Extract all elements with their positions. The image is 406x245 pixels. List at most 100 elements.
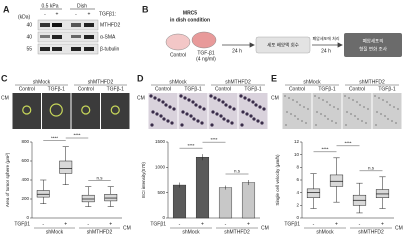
group: Control [170,52,186,58]
protein: α-SMA [100,34,116,40]
condition: in dish condition [170,17,210,23]
cell [161,100,165,104]
cell [192,117,196,121]
cell [187,98,191,102]
sign: - [44,11,46,17]
cell [290,113,292,115]
cell [181,110,185,114]
cell [378,97,380,99]
cell [296,101,298,103]
cell [376,111,378,113]
cell [354,115,356,117]
cell [252,117,256,121]
cell [359,104,361,106]
substrate: 0.5 kPa [42,3,59,9]
factor-label: TGFβ1 [284,221,300,227]
cell-line: MRC5 [183,10,197,16]
y-tick-label: 2 [296,203,299,208]
cell [221,100,225,104]
step-box [255,36,311,54]
cm-label: CM [271,95,279,101]
group-label: shMTHFD2 [224,229,250,235]
cell [384,115,386,117]
cell [194,103,198,107]
arrow-label: 폐암세포에 처리 [312,35,339,41]
cell [256,119,260,123]
y-tick-label: 4 [296,190,299,195]
cell [387,118,389,120]
sphere [22,105,32,115]
cell [365,122,367,124]
cell [361,120,363,122]
x-tick-label: - [225,221,227,227]
cell [164,103,168,107]
cell [211,110,215,114]
group: shMTHFD2 [88,79,114,85]
arrows [222,42,343,48]
cell [196,119,200,123]
y-tick-label: 6 [296,177,299,182]
cell [382,99,384,101]
cell [172,107,176,111]
sig-label: **** [187,143,194,148]
x-tick-label: + [64,221,67,227]
group: shMock [303,79,321,85]
cell [345,124,347,126]
y-axis-label: Area of tumor sphere (μm²) [5,152,10,207]
cell [198,105,202,109]
group: TGF-β1 [197,50,215,56]
cell [232,107,236,111]
cell [151,110,155,114]
cell [307,108,309,110]
cell [375,124,377,126]
bar [241,182,256,219]
group: shMock [169,79,187,85]
cell [240,123,244,127]
condition: Control [215,86,231,92]
panel-label: C [1,73,8,83]
cell [329,104,331,106]
y-tick-label: 10 [294,152,300,157]
cell [350,113,352,115]
y-axis-label: Single cell velocity (μm/h) [275,154,280,206]
cell [155,112,159,116]
y-axis-label: ECI intensity(570) [141,162,146,198]
micrograph [372,93,402,129]
cell [380,113,382,115]
cell [327,118,329,120]
panel-label: D [137,73,144,83]
condition: Control [349,86,365,92]
group-label: shMock [46,229,64,235]
condition: Control [78,86,94,92]
x-tick-label: + [201,221,204,227]
bar [218,187,233,219]
x-tick-label: + [335,221,338,227]
condition: Control [19,86,35,92]
cell [222,117,226,121]
cell [215,112,219,116]
blots [37,19,99,55]
sign: + [56,11,59,17]
cell [249,114,253,118]
cell [150,123,154,127]
cm-label: CM [1,95,9,101]
cell [219,114,223,118]
x-tick-label: - [313,221,315,227]
y-tick-label: 8 [296,165,299,170]
cell [230,121,234,125]
x-tick-label: - [42,221,44,227]
cell [367,108,369,110]
y-tick-label: 1000 [155,165,166,170]
cell [301,120,303,122]
box [81,194,95,203]
condition: TGFβ-1 [107,86,125,92]
panel-label: E [271,73,277,83]
cell [303,106,305,108]
cell [315,124,317,126]
cell [286,111,288,113]
y-tick-label: 1500 [155,139,166,144]
cell [322,99,324,101]
sphere [81,105,91,115]
cell [170,121,174,125]
